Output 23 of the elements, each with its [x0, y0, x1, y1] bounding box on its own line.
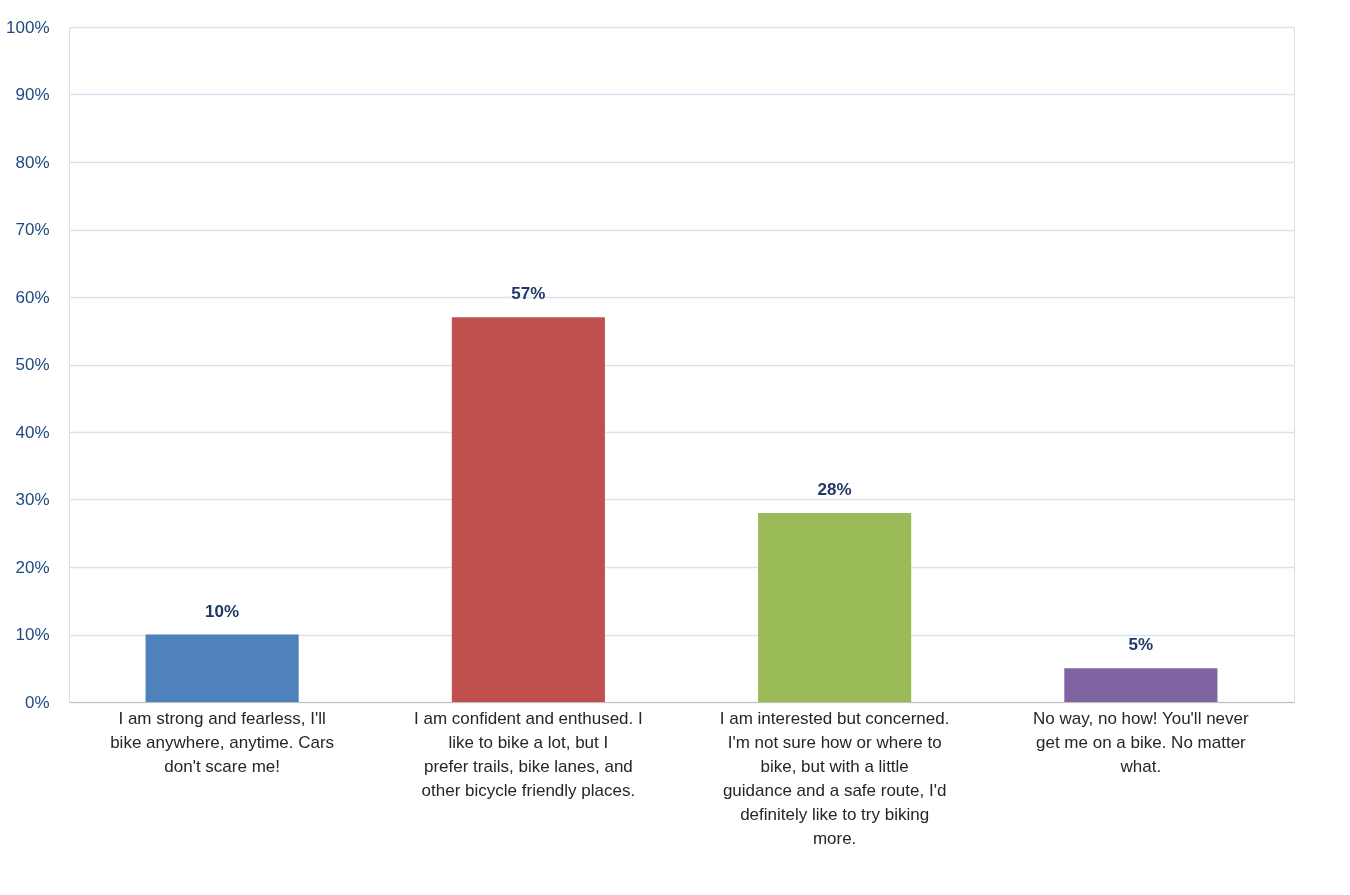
y-tick-label: 60% [15, 287, 50, 307]
bar [1064, 668, 1218, 702]
y-tick-label: 30% [15, 490, 50, 509]
x-tick-label: No way, no how! You'll never get me on a bike. No matter what. [1033, 708, 1249, 776]
data-label: 28% [817, 480, 852, 499]
y-tick-label: 50% [15, 355, 50, 374]
bar [145, 634, 299, 702]
data-label: 5% [1128, 635, 1154, 655]
data-label: 57% [511, 284, 546, 304]
y-tick-label: 100% [6, 17, 50, 37]
x-tick-label: I am interested but concerned. I'm not sure how or where to bike, but with a little guidance and a safe route, I'd definitely like to try biking more. [719, 708, 950, 848]
x-tick-label: I am strong and fearless, I'll bike anywhere, anytime. Cars don't scare me! [110, 708, 335, 776]
x-tick-label: I am confident and enthused. I like to bike a lot, but I prefer trails, bike lanes, and other bicycle friendly places. [414, 708, 643, 800]
y-tick-label: 70% [15, 220, 50, 239]
bar [451, 317, 605, 702]
y-tick-label: 80% [15, 152, 50, 172]
y-tick-label: 10% [15, 625, 50, 644]
y-tick-label: 20% [15, 557, 50, 577]
y-tick-label: 40% [15, 422, 50, 442]
data-label: 10% [205, 601, 240, 621]
bar [758, 513, 912, 702]
y-tick-label: 0% [24, 692, 50, 712]
y-tick-label: 90% [15, 85, 50, 104]
